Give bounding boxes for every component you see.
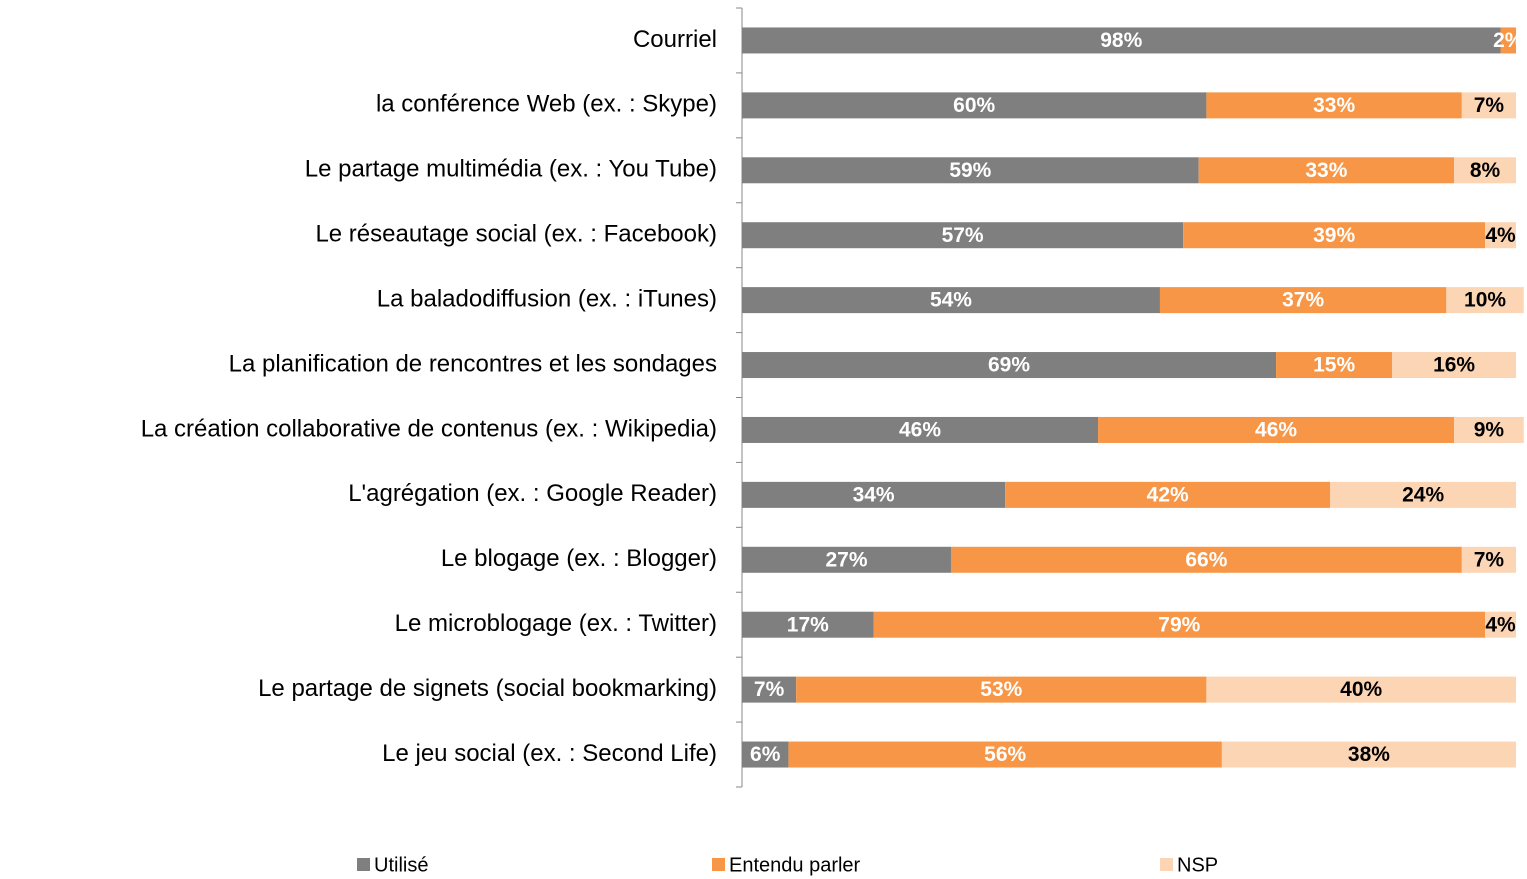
bar-segment <box>742 222 1184 249</box>
category-label: La baladodiffusion (ex. : iTunes) <box>377 285 717 312</box>
value-label: 98% <box>1100 29 1142 52</box>
bar-segment <box>1485 611 1516 638</box>
value-label: 56% <box>984 743 1026 766</box>
bar-segment <box>742 352 1277 379</box>
value-label: 37% <box>1282 289 1324 312</box>
bar-segment <box>742 611 874 638</box>
bar-segment <box>1392 352 1516 379</box>
value-label: 24% <box>1402 483 1444 506</box>
value-label: 53% <box>980 678 1022 701</box>
value-label: 46% <box>899 419 941 442</box>
value-label: 69% <box>988 354 1030 377</box>
value-label: 4% <box>1485 613 1516 636</box>
value-label: 46% <box>1255 419 1297 442</box>
value-label: 6% <box>750 743 781 766</box>
value-label: 59% <box>949 159 991 182</box>
bar-segment <box>742 546 951 573</box>
bar-segment <box>1330 481 1516 508</box>
bar-segment <box>1454 416 1524 443</box>
bar-segment <box>1183 222 1486 249</box>
bar-segment <box>742 741 789 768</box>
value-label: 33% <box>1305 159 1347 182</box>
value-label: 4% <box>1485 224 1516 247</box>
category-label: Le réseautage social (ex. : Facebook) <box>315 221 717 248</box>
bar-segment <box>1446 287 1524 314</box>
bar-segment <box>742 676 797 703</box>
bar-segment <box>1461 92 1516 119</box>
category-label: L'agrégation (ex. : Google Reader) <box>348 480 717 507</box>
category-label: Courriel <box>633 26 717 53</box>
category-label: Le partage de signets (social bookmarkin… <box>258 675 717 702</box>
bar-segment <box>950 546 1462 573</box>
value-label: 27% <box>825 548 867 571</box>
value-label: 34% <box>853 483 895 506</box>
category-label: Le microblogage (ex. : Twitter) <box>395 610 717 637</box>
category-label: Le blogage (ex. : Blogger) <box>441 545 717 572</box>
bar-segment <box>1276 352 1393 379</box>
category-label: Le jeu social (ex. : Second Life) <box>382 740 717 767</box>
bar-segment <box>1221 741 1516 768</box>
bar-segment <box>1098 416 1455 443</box>
value-label: 7% <box>1474 548 1505 571</box>
legend-label: NSP <box>1177 854 1218 876</box>
bar-segment <box>873 611 1486 638</box>
bar-segment <box>1206 92 1462 119</box>
legend-label: Utilisé <box>374 854 428 876</box>
bar-segment <box>742 92 1207 119</box>
value-label: 9% <box>1474 419 1505 442</box>
value-label: 8% <box>1470 159 1501 182</box>
value-label: 39% <box>1313 224 1355 247</box>
bar-segment <box>1500 27 1516 54</box>
value-label: 10% <box>1464 289 1506 312</box>
legend-swatch <box>357 858 370 871</box>
bar-segment <box>742 157 1199 184</box>
legend-label: Entendu parler <box>729 854 861 876</box>
value-label: 17% <box>787 613 829 636</box>
bar-segment <box>1461 546 1516 573</box>
value-label: 16% <box>1433 354 1475 377</box>
bar-segment <box>742 481 1006 508</box>
bar-segment <box>1485 222 1516 249</box>
bar-segment <box>1005 481 1331 508</box>
category-label: la conférence Web (ex. : Skype) <box>376 91 717 118</box>
value-label: 66% <box>1185 548 1227 571</box>
value-label: 42% <box>1147 483 1189 506</box>
value-label: 54% <box>930 289 972 312</box>
value-label: 7% <box>1474 94 1505 117</box>
bar-segment <box>742 287 1160 314</box>
category-label: Le partage multimédia (ex. : You Tube) <box>305 156 717 183</box>
category-label: La planification de rencontres et les so… <box>229 350 717 377</box>
bar-segment <box>1206 676 1516 703</box>
value-label: 38% <box>1348 743 1390 766</box>
bar-segment <box>742 416 1099 443</box>
category-label: La création collaborative de contenus (e… <box>141 415 717 442</box>
value-label: 57% <box>942 224 984 247</box>
value-label: 79% <box>1158 613 1200 636</box>
value-label: 60% <box>953 94 995 117</box>
bar-segment <box>1198 157 1455 184</box>
legend-swatch <box>1160 858 1173 871</box>
bar-segment <box>742 27 1501 54</box>
value-label: 40% <box>1340 678 1382 701</box>
value-label: 2% <box>1493 29 1524 52</box>
bar-segment <box>1159 287 1447 314</box>
legend-swatch <box>712 858 725 871</box>
value-label: 33% <box>1313 94 1355 117</box>
bar-segment <box>788 741 1222 768</box>
value-label: 7% <box>754 678 785 701</box>
bar-segment <box>1454 157 1516 184</box>
bar-segment <box>796 676 1207 703</box>
value-label: 15% <box>1313 354 1355 377</box>
